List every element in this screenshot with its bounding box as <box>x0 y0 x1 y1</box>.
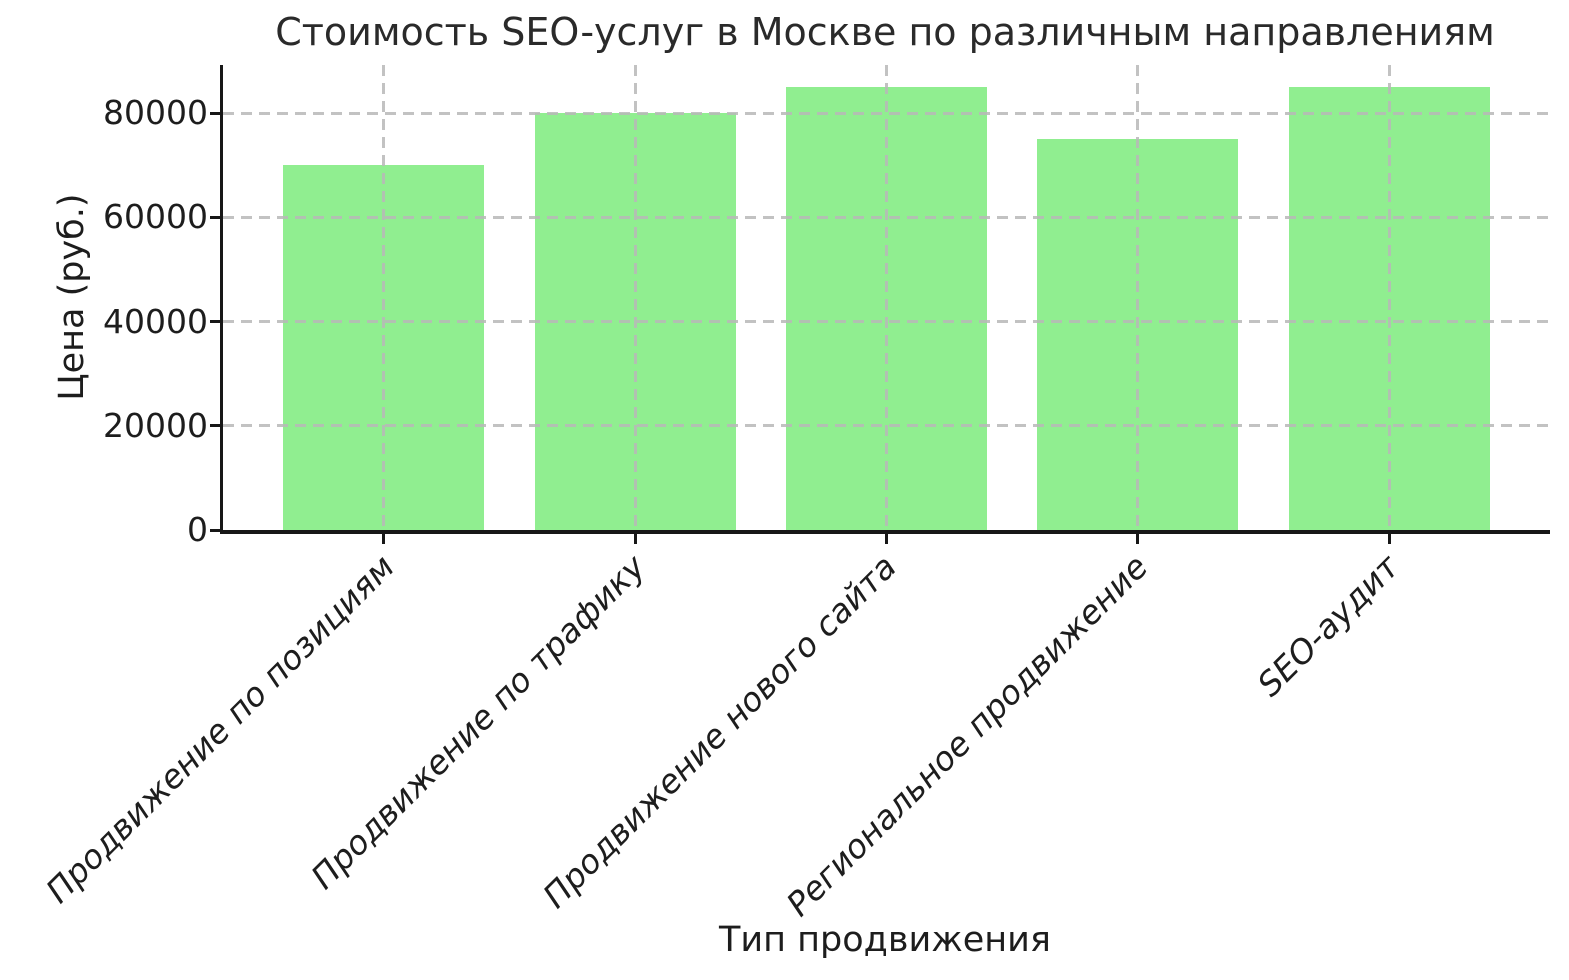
v-gridline <box>382 65 386 530</box>
y-tick-mark <box>210 320 220 324</box>
x-tick-mark <box>382 534 386 544</box>
x-tick-mark <box>885 534 888 544</box>
v-gridline <box>885 65 888 530</box>
y-tick-label: 0 <box>187 510 208 549</box>
x-tick-mark <box>1387 534 1391 544</box>
y-axis-label: Цена (руб.) <box>52 193 92 401</box>
x-tick-mark <box>1136 534 1140 544</box>
x-tick-mark <box>633 534 637 544</box>
h-gridline <box>223 424 1550 428</box>
h-gridline <box>223 320 1550 324</box>
v-gridline <box>633 65 637 530</box>
v-gridline <box>1387 65 1391 530</box>
x-tick-label: SEO-аудит <box>1249 547 1407 704</box>
plot-area <box>220 65 1550 534</box>
y-tick-mark <box>210 215 220 219</box>
h-gridline <box>223 111 1550 115</box>
y-tick-mark <box>210 424 220 428</box>
chart-title: Стоимость SEO-услуг в Москве по различны… <box>275 10 1495 54</box>
y-tick-label: 80000 <box>103 93 208 133</box>
y-tick-label: 40000 <box>103 301 208 341</box>
h-gridline <box>223 215 1550 219</box>
y-tick-mark <box>210 528 220 532</box>
y-tick-mark <box>210 111 220 115</box>
y-tick-label: 20000 <box>103 405 208 445</box>
x-axis-label: Тип продвижения <box>719 920 1051 960</box>
v-gridline <box>1136 65 1140 530</box>
y-tick-label: 60000 <box>103 197 208 237</box>
